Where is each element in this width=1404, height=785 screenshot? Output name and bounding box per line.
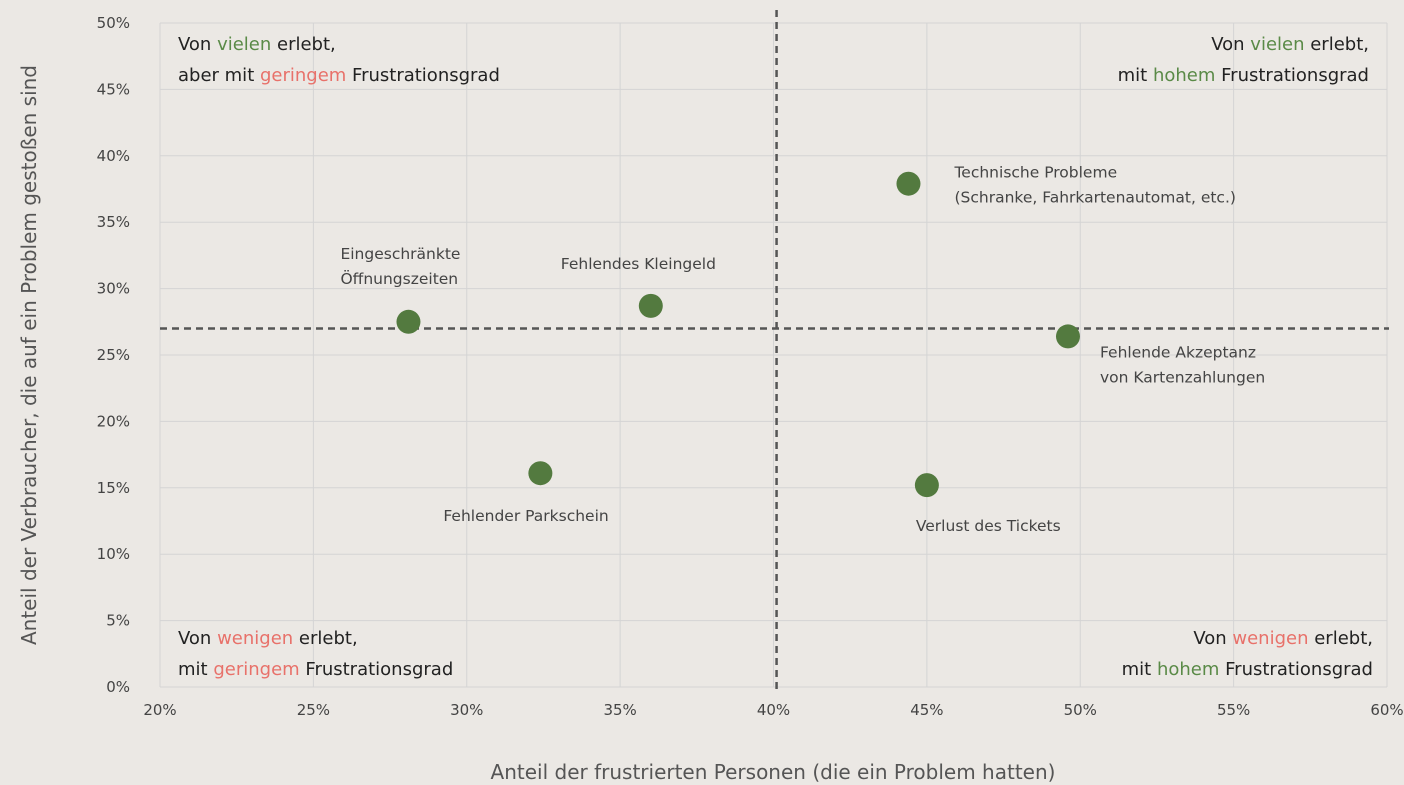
x-axis-title: Anteil der frustrierten Personen (die ei… — [491, 760, 1056, 784]
quadrant-text: wenigen — [217, 628, 293, 649]
quadrant-text: vielen — [1250, 34, 1304, 55]
quadrant-text: Von — [1193, 628, 1232, 649]
y-tick-label: 25% — [97, 346, 130, 364]
quadrant-text: Von — [1211, 34, 1250, 55]
quadrant-text: Von — [178, 34, 217, 55]
y-tick-label: 5% — [106, 612, 130, 630]
quadrant-text: mit — [1122, 659, 1157, 680]
y-tick-label: 10% — [97, 545, 130, 563]
point-label: Fehlender Parkschein — [443, 507, 608, 525]
y-tick-label: 15% — [97, 479, 130, 497]
quadrant-text: erlebt, — [1309, 628, 1373, 649]
quadrant-text: hohem — [1153, 65, 1215, 86]
data-point — [528, 461, 553, 486]
quadrant-text: Frustrationsgrad — [300, 659, 454, 680]
y-tick-label: 45% — [97, 80, 130, 98]
point-label: Technische Probleme — [953, 164, 1117, 182]
y-axis-title: Anteil der Verbraucher, die auf ein Prob… — [17, 65, 41, 645]
x-tick-label: 25% — [297, 701, 330, 719]
x-tick-label: 45% — [910, 701, 943, 719]
point-label: von Kartenzahlungen — [1100, 368, 1265, 386]
y-tick-label: 50% — [97, 14, 130, 32]
x-tick-label: 35% — [603, 701, 636, 719]
quadrant-text: mit — [178, 659, 213, 680]
quadrant-label: Von vielen erlebt, — [1211, 34, 1369, 55]
point-label: Verlust des Tickets — [916, 517, 1061, 535]
x-tick-label: 50% — [1064, 701, 1097, 719]
quadrant-text: erlebt, — [293, 628, 357, 649]
quadrant-text: geringem — [260, 65, 346, 86]
quadrant-label: mit hohem Frustrationsgrad — [1122, 659, 1373, 680]
quadrant-text: aber mit — [178, 65, 260, 86]
x-tick-label: 30% — [450, 701, 483, 719]
y-tick-label: 35% — [97, 213, 130, 231]
x-tick-label: 55% — [1217, 701, 1250, 719]
quadrant-text: wenigen — [1232, 628, 1308, 649]
quadrant-label: Von wenigen erlebt, — [178, 628, 358, 649]
point-label: Eingeschränkte — [340, 245, 460, 263]
y-tick-label: 20% — [97, 412, 130, 430]
quadrant-text: mit — [1118, 65, 1153, 86]
quadrant-text: erlebt, — [271, 34, 335, 55]
quadrant-label: mit hohem Frustrationsgrad — [1118, 65, 1369, 86]
quadrant-text: Frustrationsgrad — [1219, 659, 1373, 680]
y-tick-label: 40% — [97, 147, 130, 165]
quadrant-text: Von — [178, 628, 217, 649]
quadrant-label: mit geringem Frustrationsgrad — [178, 659, 453, 680]
data-point — [896, 171, 921, 196]
x-tick-label: 60% — [1370, 701, 1403, 719]
point-label: Fehlende Akzeptanz — [1100, 343, 1256, 361]
quadrant-text: hohem — [1157, 659, 1219, 680]
point-label: (Schranke, Fahrkartenautomat, etc.) — [954, 189, 1235, 207]
quadrant-label: aber mit geringem Frustrationsgrad — [178, 65, 500, 86]
quadrant-text: geringem — [213, 659, 299, 680]
quadrant-label: Von vielen erlebt, — [178, 34, 336, 55]
quadrant-text: erlebt, — [1305, 34, 1369, 55]
data-point — [914, 473, 939, 498]
point-label: Fehlendes Kleingeld — [561, 255, 716, 273]
y-tick-label: 0% — [106, 678, 130, 696]
quadrant-text: Frustrationsgrad — [346, 65, 500, 86]
x-tick-label: 20% — [143, 701, 176, 719]
point-label: Öffnungszeiten — [340, 269, 458, 288]
data-point — [396, 309, 421, 334]
data-point — [638, 293, 663, 318]
data-point — [1055, 324, 1080, 349]
x-tick-label: 40% — [757, 701, 790, 719]
y-tick-label: 30% — [97, 280, 130, 298]
quadrant-label: Von wenigen erlebt, — [1193, 628, 1373, 649]
quadrant-text: vielen — [217, 34, 271, 55]
quadrant-text: Frustrationsgrad — [1215, 65, 1369, 86]
